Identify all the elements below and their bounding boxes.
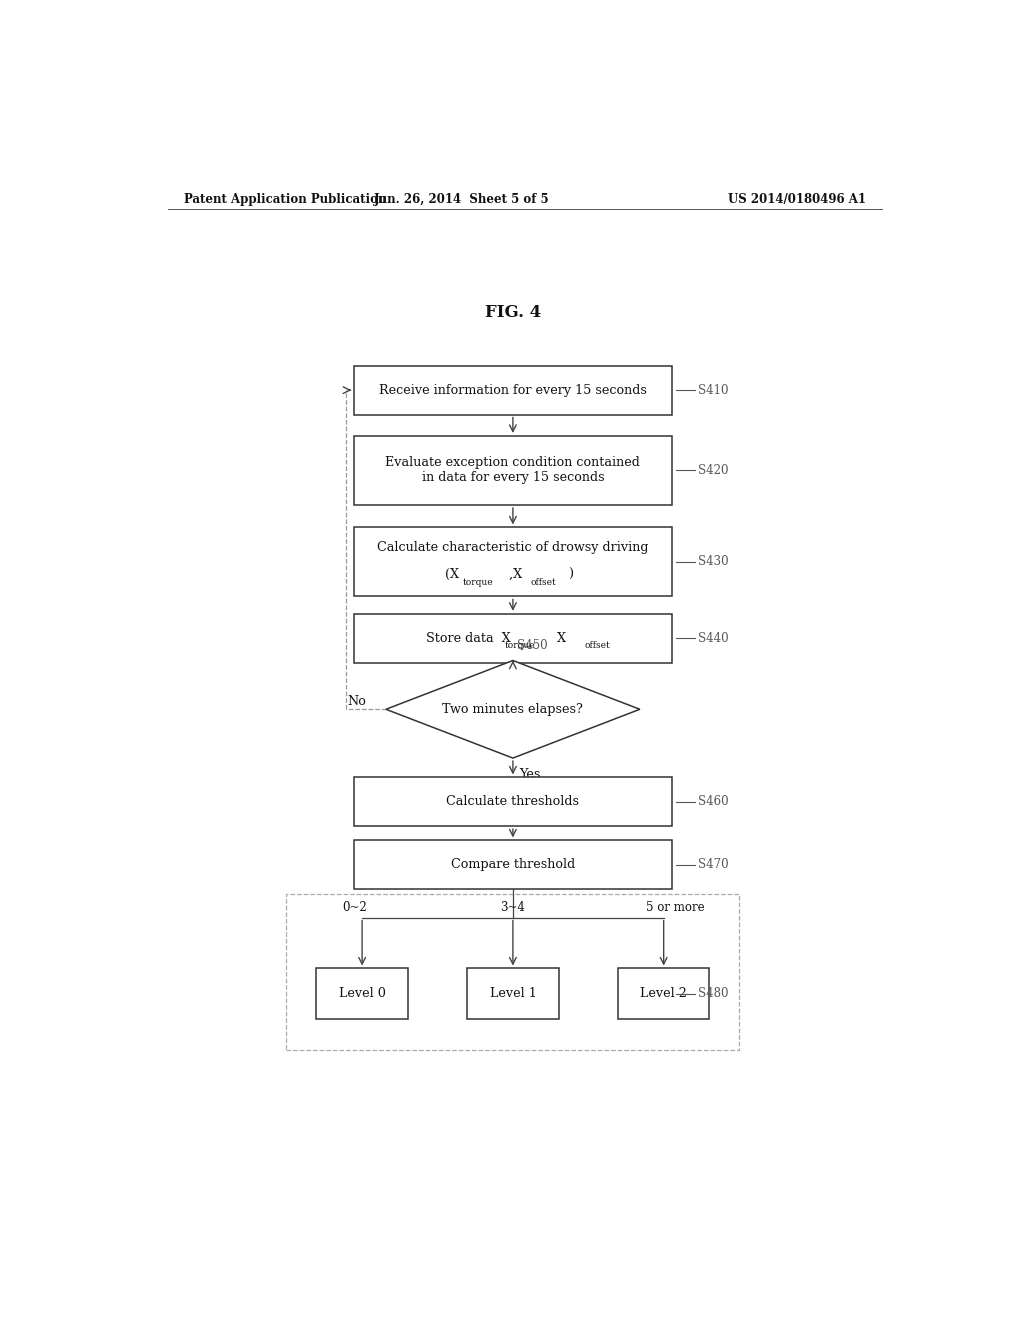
Text: Yes: Yes bbox=[519, 768, 541, 781]
Text: FIG. 4: FIG. 4 bbox=[484, 305, 541, 321]
Text: S470: S470 bbox=[697, 858, 728, 871]
FancyBboxPatch shape bbox=[354, 777, 672, 826]
FancyBboxPatch shape bbox=[354, 436, 672, 506]
FancyBboxPatch shape bbox=[354, 614, 672, 663]
Text: 3~4: 3~4 bbox=[501, 900, 525, 913]
Text: X: X bbox=[549, 632, 565, 644]
Text: Two minutes elapses?: Two minutes elapses? bbox=[442, 702, 584, 715]
Text: offset: offset bbox=[530, 578, 556, 587]
Text: 5 or more: 5 or more bbox=[646, 900, 705, 913]
Text: S430: S430 bbox=[697, 556, 728, 569]
Text: Patent Application Publication: Patent Application Publication bbox=[183, 193, 386, 206]
Text: Store data  X: Store data X bbox=[426, 632, 510, 644]
FancyBboxPatch shape bbox=[618, 969, 710, 1019]
Text: Calculate thresholds: Calculate thresholds bbox=[446, 795, 580, 808]
Text: 0~2: 0~2 bbox=[342, 900, 367, 913]
Text: Compare threshold: Compare threshold bbox=[451, 858, 575, 871]
FancyBboxPatch shape bbox=[354, 366, 672, 414]
Text: torque: torque bbox=[505, 640, 536, 649]
FancyBboxPatch shape bbox=[354, 528, 672, 597]
Text: S450: S450 bbox=[517, 639, 548, 652]
Text: S420: S420 bbox=[697, 463, 728, 477]
Polygon shape bbox=[386, 660, 640, 758]
Text: torque: torque bbox=[463, 578, 494, 587]
Text: Receive information for every 15 seconds: Receive information for every 15 seconds bbox=[379, 384, 647, 396]
FancyBboxPatch shape bbox=[316, 969, 408, 1019]
Text: offset: offset bbox=[585, 640, 610, 649]
Text: (X: (X bbox=[445, 568, 460, 581]
Text: ): ) bbox=[568, 568, 573, 581]
Text: No: No bbox=[347, 694, 366, 708]
Text: S410: S410 bbox=[697, 384, 728, 396]
Text: Calculate characteristic of drowsy driving: Calculate characteristic of drowsy drivi… bbox=[377, 541, 648, 554]
FancyBboxPatch shape bbox=[354, 841, 672, 890]
Text: S440: S440 bbox=[697, 632, 728, 644]
Text: ,X: ,X bbox=[505, 568, 522, 581]
Text: Level 2: Level 2 bbox=[640, 987, 687, 1001]
Text: Jun. 26, 2014  Sheet 5 of 5: Jun. 26, 2014 Sheet 5 of 5 bbox=[374, 193, 549, 206]
FancyBboxPatch shape bbox=[467, 969, 558, 1019]
Text: Level 0: Level 0 bbox=[339, 987, 386, 1001]
Text: US 2014/0180496 A1: US 2014/0180496 A1 bbox=[728, 193, 866, 206]
Text: Level 1: Level 1 bbox=[489, 987, 537, 1001]
Text: Evaluate exception condition contained
in data for every 15 seconds: Evaluate exception condition contained i… bbox=[385, 457, 640, 484]
Text: S480: S480 bbox=[697, 987, 728, 1001]
Text: S460: S460 bbox=[697, 795, 728, 808]
